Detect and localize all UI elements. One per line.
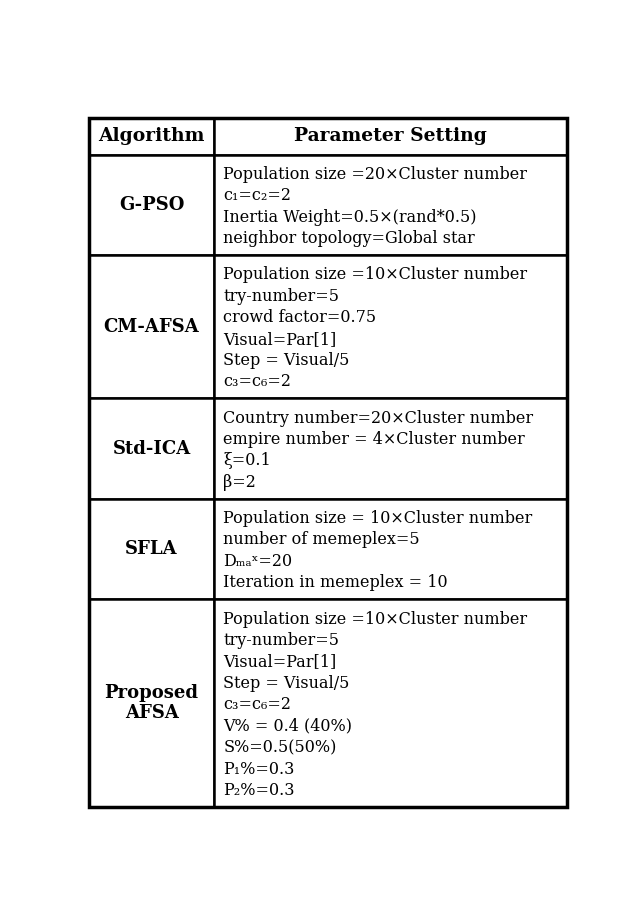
Text: Dₘₐˣ=20: Dₘₐˣ=20	[223, 553, 292, 570]
Bar	[89, 498, 214, 599]
Bar	[89, 118, 214, 155]
Text: ξ=0.1: ξ=0.1	[223, 453, 271, 470]
Text: Step = Visual/5: Step = Visual/5	[223, 352, 349, 369]
Bar	[89, 155, 214, 255]
Text: try-number=5: try-number=5	[223, 288, 339, 305]
Text: P₂%=0.3: P₂%=0.3	[223, 782, 294, 799]
Bar	[214, 599, 567, 807]
Text: number of memeplex=5: number of memeplex=5	[223, 531, 420, 549]
Text: P₁%=0.3: P₁%=0.3	[223, 760, 294, 778]
Text: c₃=c₆=2: c₃=c₆=2	[223, 374, 291, 390]
Text: β=2: β=2	[223, 474, 256, 491]
Text: Algorithm: Algorithm	[99, 127, 205, 146]
Bar	[214, 155, 567, 255]
Text: Iteration in memeplex = 10: Iteration in memeplex = 10	[223, 574, 448, 592]
Text: SFLA: SFLA	[125, 540, 178, 558]
Text: Population size =10×Cluster number: Population size =10×Cluster number	[223, 610, 527, 627]
Text: Country number=20×Cluster number: Country number=20×Cluster number	[223, 409, 533, 427]
Text: Inertia Weight=0.5×(rand*0.5): Inertia Weight=0.5×(rand*0.5)	[223, 209, 477, 225]
Text: Population size = 10×Cluster number: Population size = 10×Cluster number	[223, 510, 532, 527]
Bar	[214, 118, 567, 155]
Text: c₃=c₆=2: c₃=c₆=2	[223, 696, 291, 714]
Text: CM-AFSA: CM-AFSA	[104, 318, 200, 335]
Text: Parameter Setting: Parameter Setting	[294, 127, 487, 146]
Text: empire number = 4×Cluster number: empire number = 4×Cluster number	[223, 431, 525, 448]
Bar	[214, 398, 567, 498]
Text: Std-ICA: Std-ICA	[113, 440, 191, 457]
Text: c₁=c₂=2: c₁=c₂=2	[223, 187, 291, 204]
Text: V% = 0.4 (40%): V% = 0.4 (40%)	[223, 717, 352, 735]
Text: Visual=Par[1]: Visual=Par[1]	[223, 331, 337, 347]
Bar	[89, 599, 214, 807]
Bar	[214, 255, 567, 398]
Text: Proposed
AFSA: Proposed AFSA	[104, 683, 198, 723]
Text: G-PSO: G-PSO	[119, 196, 184, 213]
Text: crowd factor=0.75: crowd factor=0.75	[223, 310, 376, 326]
Text: neighbor topology=Global star: neighbor topology=Global star	[223, 230, 475, 247]
Text: try-number=5: try-number=5	[223, 632, 339, 649]
Text: Visual=Par[1]: Visual=Par[1]	[223, 653, 337, 671]
Text: Step = Visual/5: Step = Visual/5	[223, 675, 349, 692]
Bar	[89, 398, 214, 498]
Bar	[89, 255, 214, 398]
Text: Population size =20×Cluster number: Population size =20×Cluster number	[223, 166, 527, 183]
Text: Population size =10×Cluster number: Population size =10×Cluster number	[223, 267, 527, 283]
Text: S%=0.5(50%): S%=0.5(50%)	[223, 739, 337, 756]
Bar	[214, 498, 567, 599]
